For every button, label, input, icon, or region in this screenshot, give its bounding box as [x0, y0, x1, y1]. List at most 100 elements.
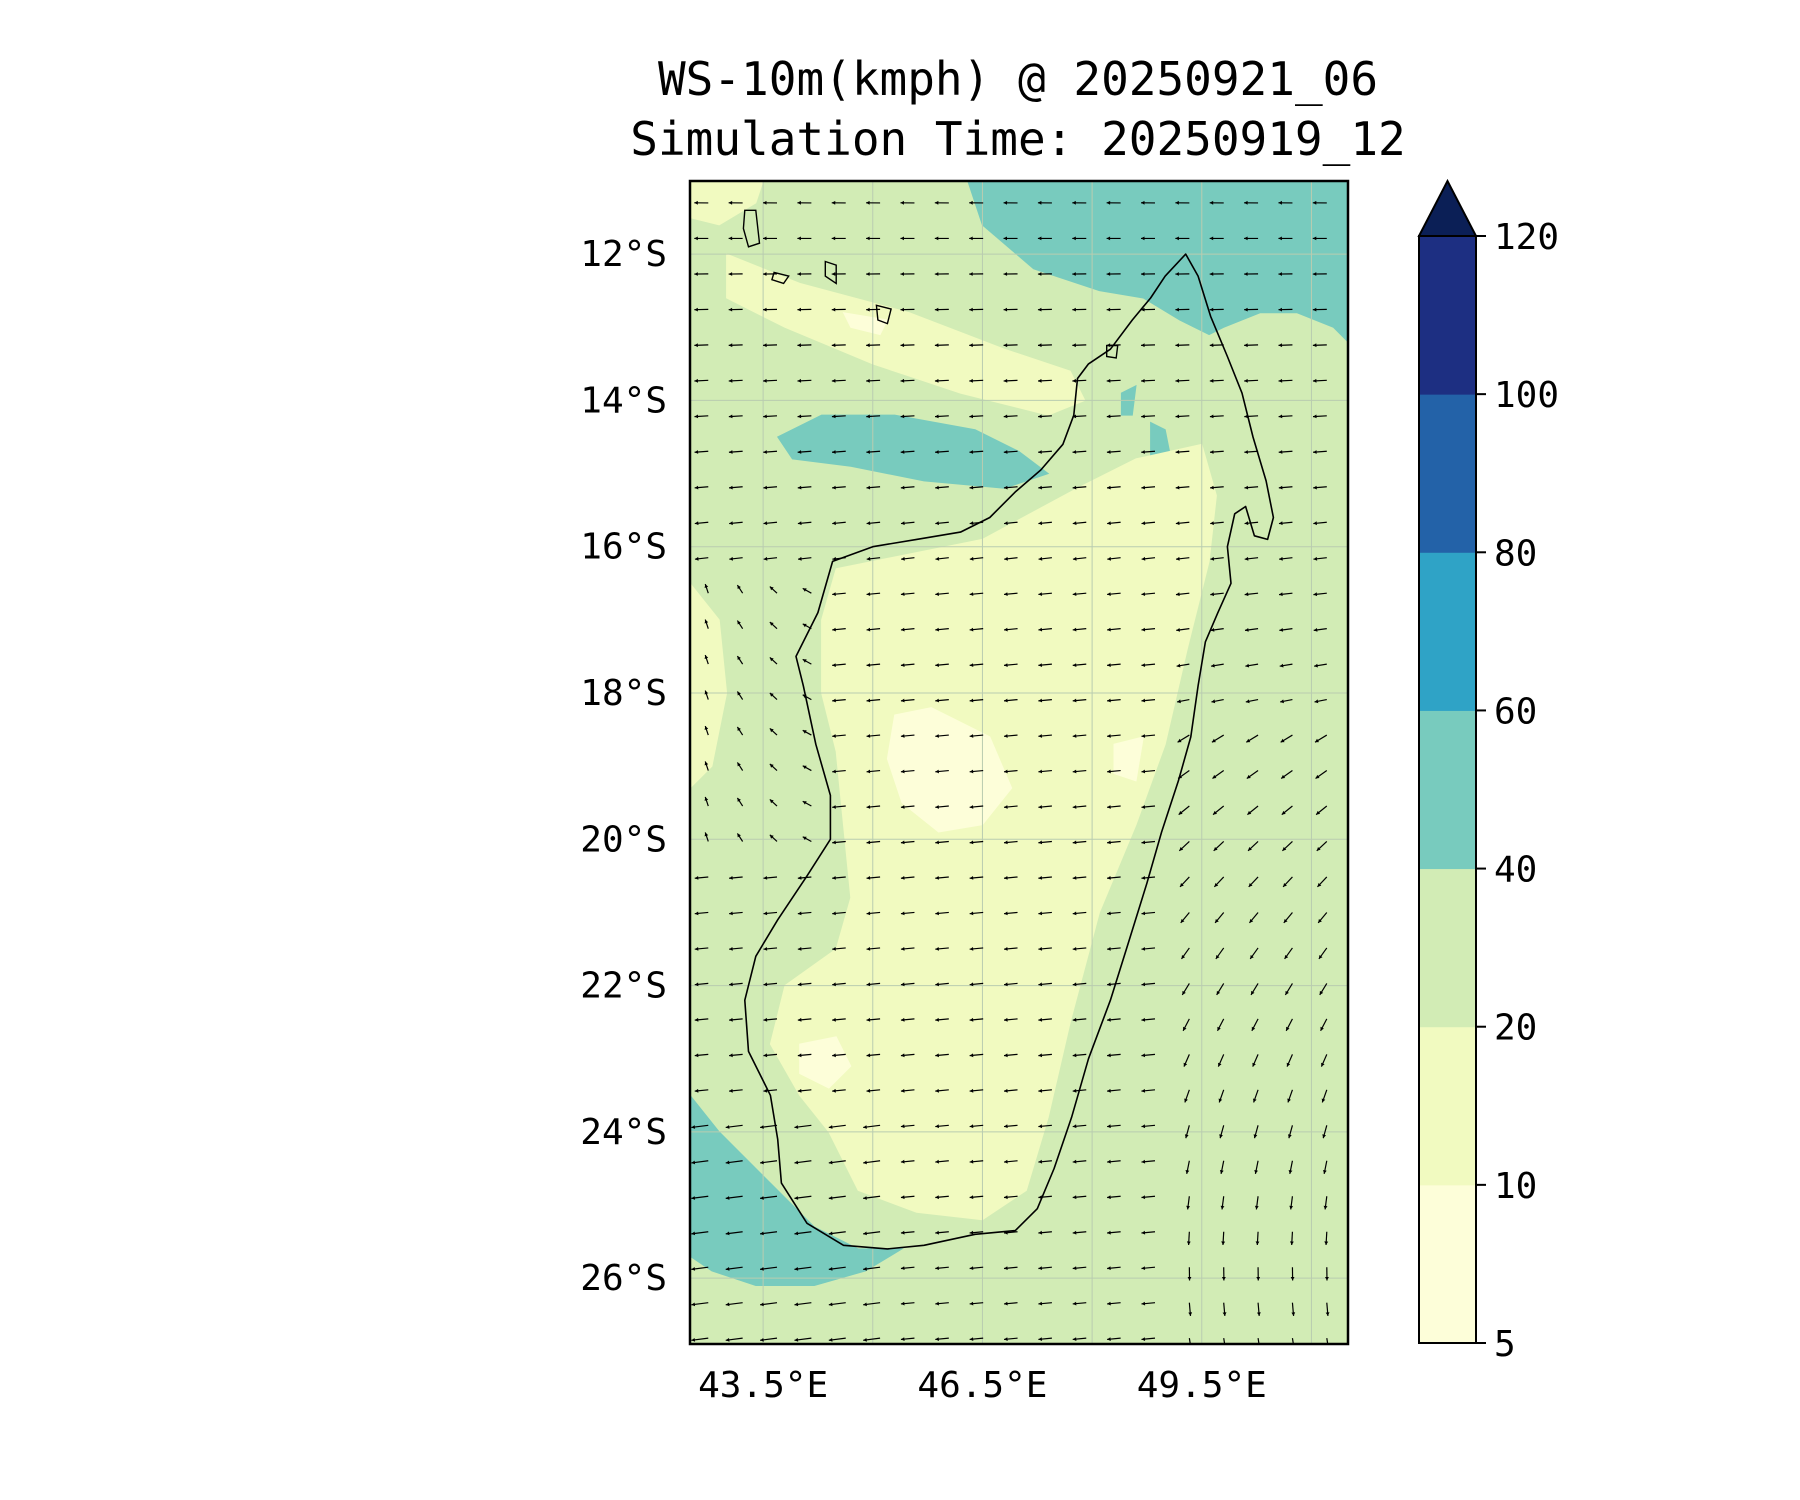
wind-arrow-head — [1281, 810, 1286, 815]
wind-arrow-head — [704, 832, 709, 837]
wind-arrow-head — [1213, 810, 1217, 815]
wind-arrow-head — [760, 1302, 764, 1307]
wind-arrow-head — [969, 627, 974, 632]
wind-arrow-head — [934, 272, 939, 276]
wind-arrow-head — [969, 1017, 974, 1022]
wind-arrow-head — [1003, 450, 1008, 454]
wind-arrow-head — [1107, 1195, 1111, 1200]
wind-arrow-head — [1177, 738, 1182, 743]
wind-arrow-head — [1141, 1053, 1146, 1058]
wind-arrow-head — [1072, 378, 1076, 383]
wind-arrow-head — [1220, 1205, 1225, 1210]
wind-arrow-head — [1313, 628, 1318, 632]
wind-arrow-head — [1278, 343, 1283, 348]
wind-arrow-head — [1072, 1195, 1077, 1200]
wind-arrow-head — [1141, 378, 1145, 383]
wind-arrow-head — [1107, 698, 1111, 703]
lon-tick-label: 43.5°E — [698, 1365, 828, 1406]
wind-arrow-head — [935, 1159, 939, 1164]
wind-arrow-head — [935, 414, 939, 419]
wind-arrow-head — [1003, 272, 1008, 276]
wind-arrow-head — [969, 840, 974, 845]
wind-arrow-head — [969, 1337, 974, 1341]
wind-arrow-head — [1141, 982, 1146, 987]
wind-arrow-head — [866, 521, 871, 526]
wind-arrow-head — [1004, 911, 1008, 916]
wind-arrow-head — [1182, 990, 1186, 995]
colorbar-tick-label: 40 — [1494, 850, 1537, 891]
lon-tick-label: 49.5°E — [1137, 1365, 1267, 1406]
wind-arrow-head — [729, 982, 733, 987]
wind-arrow-head — [901, 521, 905, 526]
wind-arrow-head — [797, 450, 802, 454]
wind-arrow-head — [1314, 699, 1319, 704]
wind-arrow-head — [1003, 307, 1008, 312]
wind-arrow-head — [1244, 236, 1248, 241]
wind-arrow-head — [866, 450, 870, 454]
wind-arrow-head — [1257, 1312, 1261, 1316]
wind-arrow-head — [694, 982, 699, 987]
wind-arrow-head — [1291, 1312, 1296, 1316]
wind-arrow-head — [763, 272, 767, 276]
wind-arrow-head — [831, 414, 836, 419]
wind-arrow-head — [935, 627, 939, 632]
wind-arrow-head — [1289, 1205, 1294, 1210]
wind-arrow-head — [832, 982, 836, 987]
wind-arrow-head — [1175, 272, 1179, 276]
wind-arrow-head — [1278, 414, 1283, 419]
wind-arrow-head — [1038, 982, 1043, 987]
wind-arrow-head — [900, 414, 905, 419]
wind-arrow-head — [691, 1231, 696, 1236]
wind-arrow-head — [900, 1053, 905, 1058]
wind-arrow-head — [1004, 663, 1008, 667]
wind-arrow-head — [1072, 556, 1077, 561]
wind-arrow-head — [1313, 521, 1317, 526]
island-coastline — [875, 304, 892, 325]
wind-arrow-head — [1176, 556, 1180, 561]
wind-arrow-head — [704, 726, 709, 730]
wind-arrow-head — [763, 1053, 768, 1058]
wind-arrow-head — [866, 1088, 871, 1093]
wind-arrow-head — [900, 982, 905, 987]
wind-arrow-head — [1209, 200, 1214, 205]
wind-arrow-head — [691, 1267, 696, 1271]
wind-arrow-head — [866, 769, 871, 774]
wind-arrow-head — [1038, 911, 1043, 916]
wind-arrow-head — [691, 1302, 696, 1307]
wind-arrow-head — [694, 450, 699, 454]
wind-arrow-head — [1038, 1124, 1043, 1129]
wind-arrow-head — [1038, 769, 1043, 774]
wind-arrow-head — [1141, 1266, 1146, 1270]
lat-tick-label: 26°S — [580, 1258, 667, 1299]
wind-arrow-head — [797, 876, 802, 880]
wind-arrow-head — [1251, 990, 1255, 995]
wind-arrow-head — [797, 947, 802, 951]
wind-arrow-head — [1004, 1337, 1008, 1341]
wind-arrow-head — [935, 1088, 939, 1093]
wind-arrow-head — [1218, 1062, 1222, 1067]
wind-arrow-head — [1313, 450, 1317, 454]
wind-arrow-head — [1141, 734, 1146, 738]
wind-arrow-head — [691, 1196, 696, 1200]
wind-zone-10-20 — [690, 181, 764, 226]
wind-arrow-head — [729, 911, 733, 916]
wind-arrow-head — [900, 307, 904, 312]
wind-arrow-head — [900, 947, 905, 951]
wind-arrow-head — [831, 200, 836, 205]
wind-arrow-head — [802, 659, 807, 663]
wind-arrow-head — [797, 521, 802, 526]
wind-arrow-head — [866, 698, 871, 703]
wind-arrow-head — [1180, 919, 1185, 923]
wind-arrow-head — [1316, 847, 1321, 851]
wind-arrow-head — [863, 1196, 867, 1200]
wind-arrow-head — [1003, 200, 1008, 205]
wind-arrow-head — [1244, 521, 1249, 526]
wind-arrow-head — [1245, 663, 1250, 668]
wind-arrow-head — [797, 911, 802, 916]
wind-arrow-head — [1325, 1277, 1329, 1281]
wind-arrow-head — [1141, 450, 1145, 454]
wind-arrow-head — [797, 236, 801, 241]
wind-arrow-head — [1283, 883, 1287, 887]
wind-arrow-head — [729, 485, 733, 490]
wind-arrow-head — [900, 876, 905, 880]
